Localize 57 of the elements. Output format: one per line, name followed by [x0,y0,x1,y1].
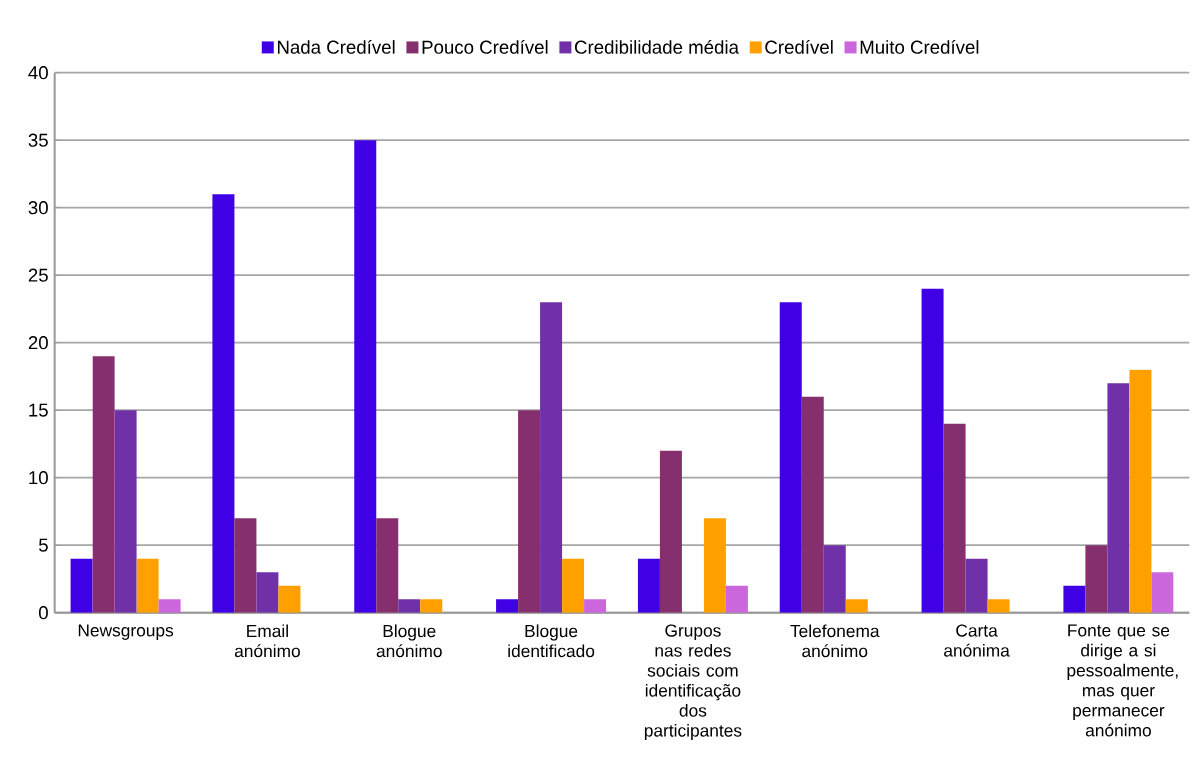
bar [1129,369,1152,613]
y-tick-label: 15 [29,403,48,417]
bar [376,518,399,613]
y-tick-label: 25 [28,268,48,282]
bar [212,194,235,613]
bar [1063,585,1086,613]
bar [354,140,377,613]
bar [518,410,541,613]
bar [725,585,748,613]
bar [823,545,846,613]
bar [965,558,988,613]
x-tick-label: Carta anónima [944,624,1010,657]
legend-label: Pouco Credível [422,39,548,54]
x-tick-label: Blogue anónimo [376,624,442,658]
bar [1151,572,1174,613]
legend-label: Nada Credível [277,39,395,54]
x-tick-label: Fonte que se dirige a si pessoalmente, mas quer permanecer anónimo [1067,624,1178,737]
bar [540,302,563,613]
bar [136,558,159,613]
bar [845,599,868,613]
y-tick-label: 20 [28,336,48,350]
bar [1107,383,1130,613]
legend-label: Muito Credível [860,39,979,54]
bar [779,302,802,613]
legend-label: Credibilidade média [574,39,739,54]
bar [158,599,181,613]
bar [256,572,279,613]
bar [801,396,824,613]
x-tick-label: Grupos nas redes sociais com identificação dos participantes [644,624,742,741]
bar [584,599,607,613]
x-tick-label: Email anónimo [234,624,300,658]
bar [703,518,726,613]
bar [562,558,585,613]
bar [987,599,1010,613]
x-tick-label: Telefonema anónimo [790,624,880,658]
x-tick-label: Blogue identificado [508,624,595,658]
bar [114,410,137,613]
bar [70,558,93,613]
y-tick-label: 40 [28,66,48,80]
bar [1085,545,1108,613]
bar [234,518,257,613]
bar [398,599,421,613]
x-tick-label: Newsgroups [78,624,174,640]
y-tick-label: 30 [28,201,48,215]
bar [496,599,519,613]
bar [278,585,301,613]
bar [943,423,966,613]
legend-label: Credível [765,39,833,54]
bar [92,356,115,613]
y-tick-label: 10 [29,471,48,485]
y-tick-label: 35 [28,133,48,147]
bar [921,288,944,613]
bar [420,599,443,613]
y-tick-label: 0 [38,606,48,620]
bar [659,450,682,613]
bar [637,558,660,613]
y-tick-label: 5 [39,538,48,552]
